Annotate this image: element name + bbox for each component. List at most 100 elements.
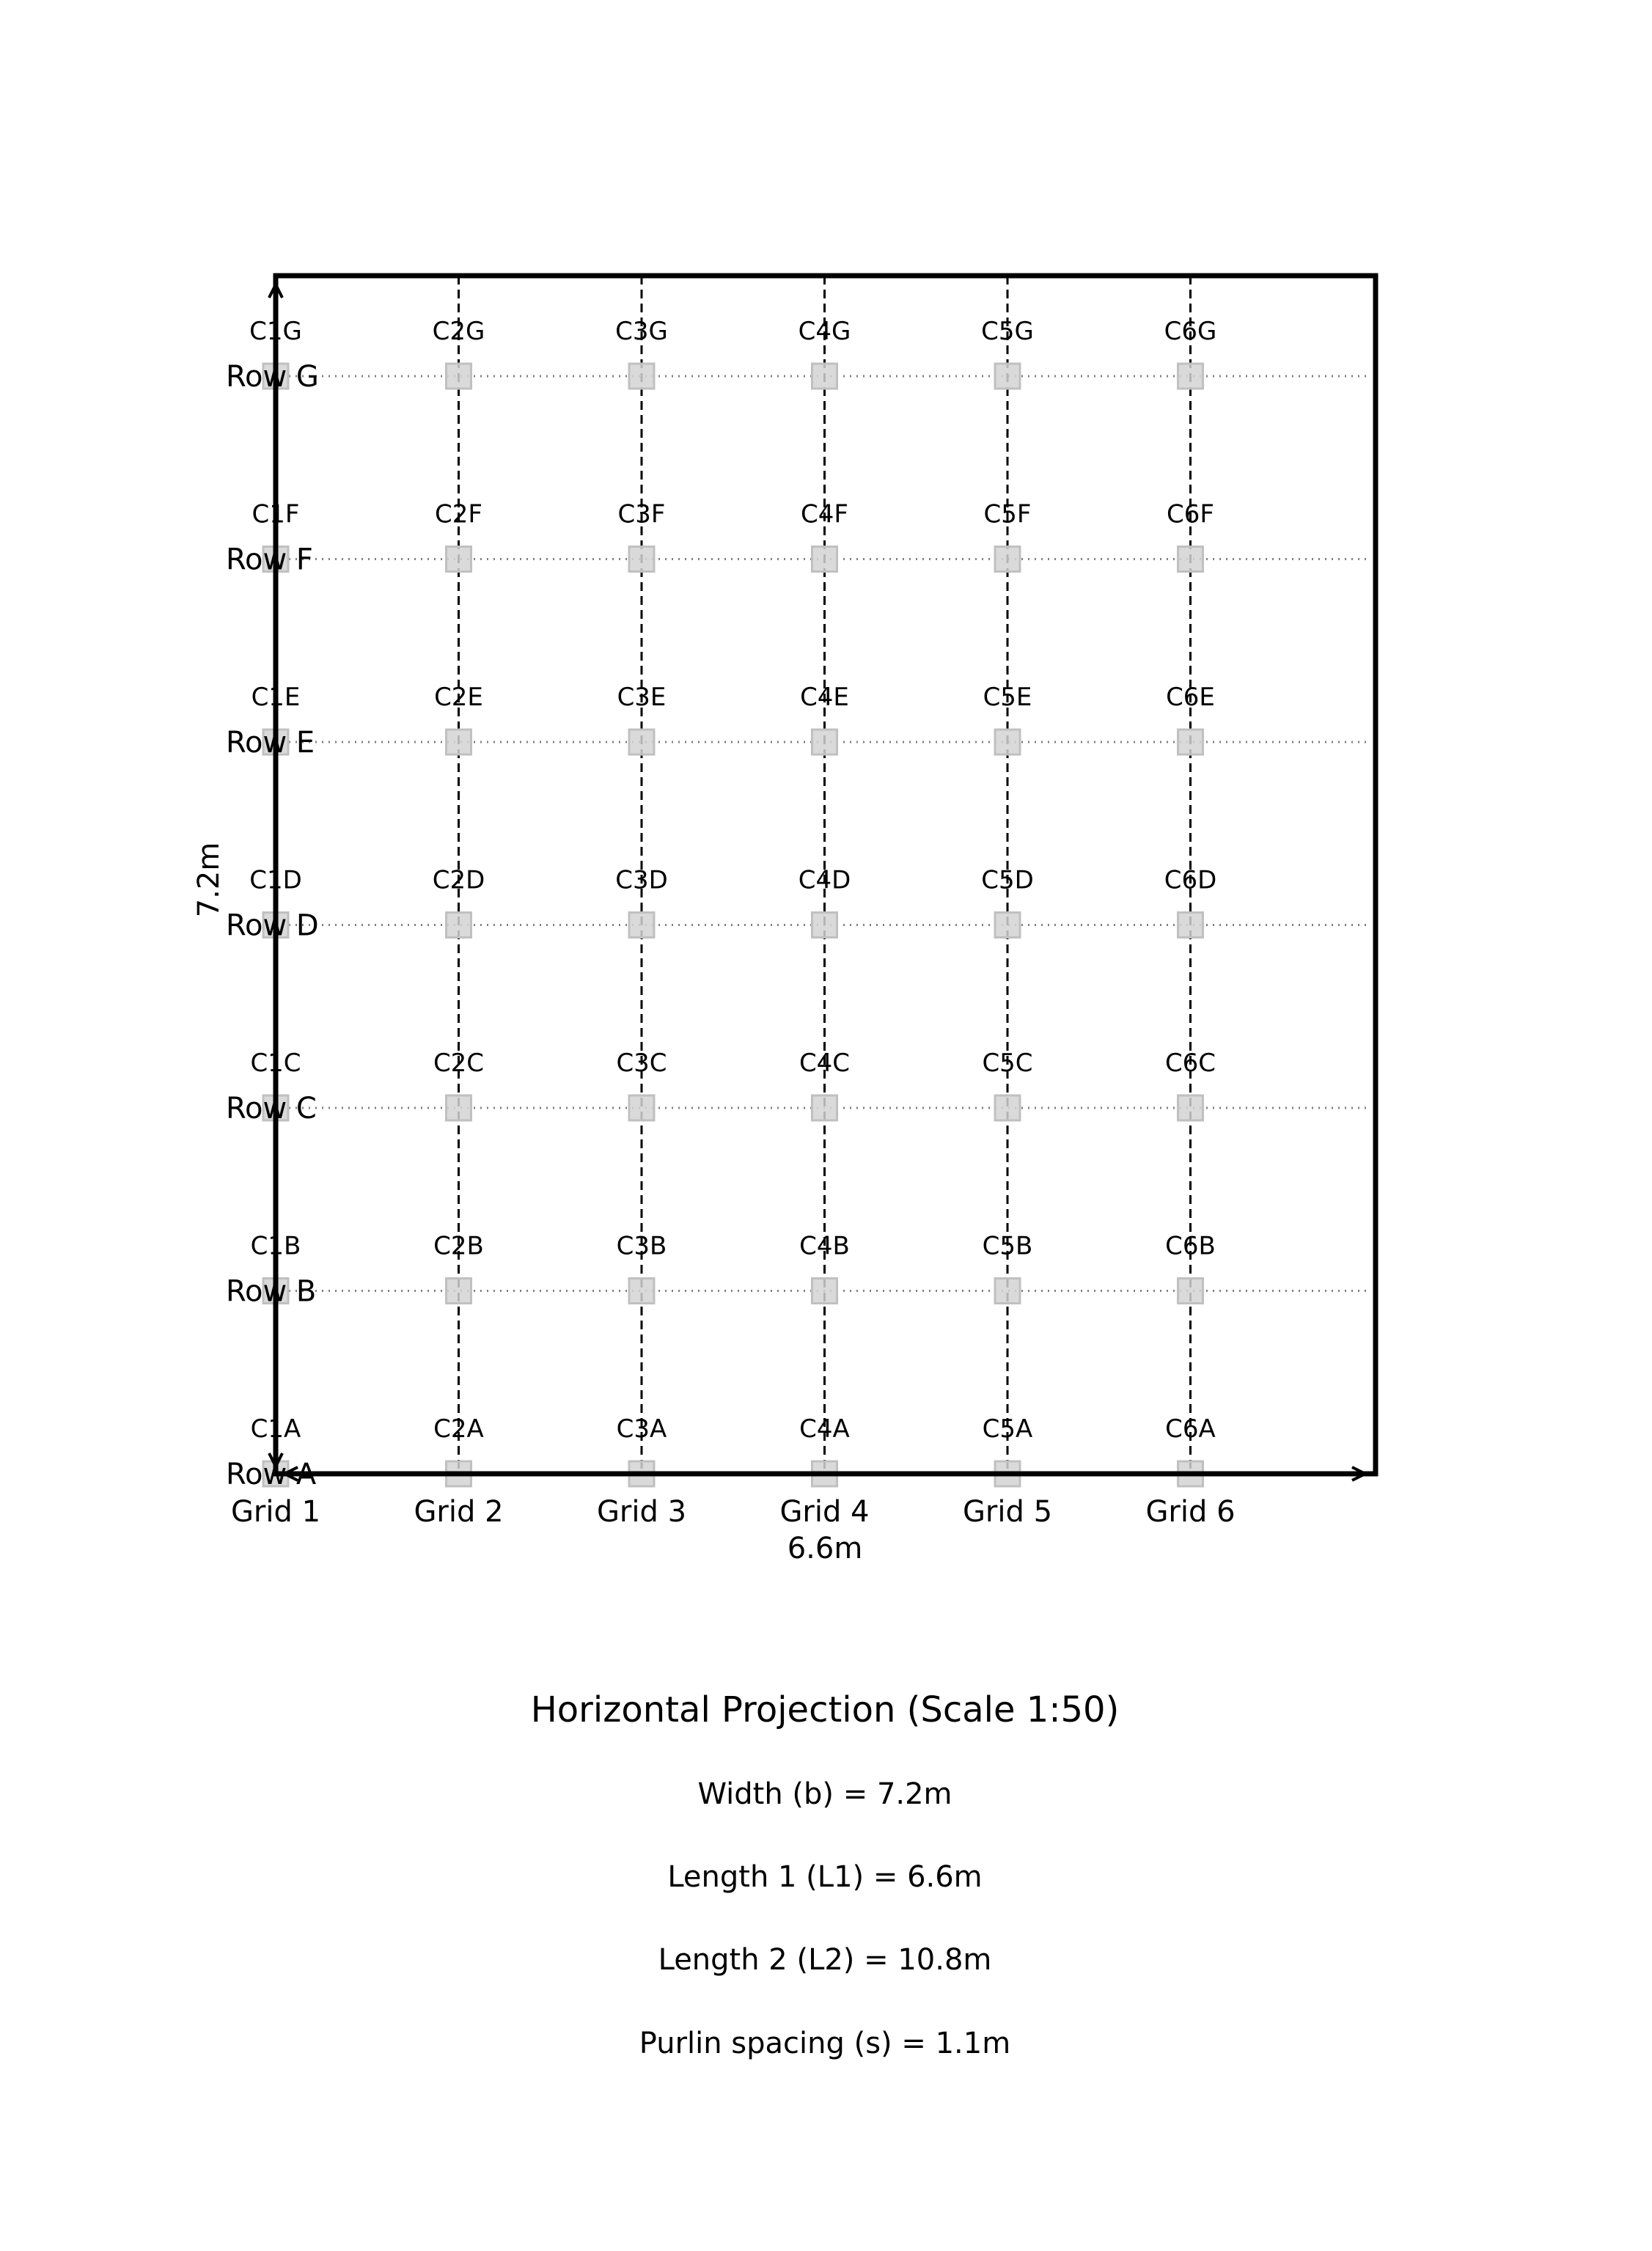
column-label-c1d: C1D <box>249 866 302 895</box>
caption-line-length-2: Length 2 (L2) = 10.8m <box>658 1943 992 1977</box>
grid-label-1: Grid 1 <box>231 1495 320 1529</box>
column-c5c <box>994 1094 1021 1122</box>
column-label-c6b: C6B <box>1165 1232 1216 1261</box>
column-c5g <box>994 362 1021 390</box>
row-label-e: Row E <box>226 726 315 760</box>
column-label-c6g: C6G <box>1164 317 1217 346</box>
column-label-c4c: C4C <box>799 1049 850 1078</box>
column-label-c4e: C4E <box>800 683 849 712</box>
column-c6f <box>1177 546 1204 573</box>
column-c2g <box>445 362 472 390</box>
column-label-c2d: C2D <box>433 866 485 895</box>
labels-layer: C1A C2A C3A C4A C5A C6A C1B C2B C3B C4B C5B C6B C1C C… <box>226 317 1236 1529</box>
grid-label-4: Grid 4 <box>779 1495 869 1529</box>
column-label-c3c: C3C <box>616 1049 667 1078</box>
column-label-c1g: C1G <box>249 317 302 346</box>
column-c2e <box>445 728 472 756</box>
column-label-c2g: C2G <box>433 317 485 346</box>
column-c3f <box>628 546 656 573</box>
column-label-c4d: C4D <box>799 866 851 895</box>
column-c3d <box>628 911 656 939</box>
horizontal-dimension-label: 6.6m <box>788 1532 863 1565</box>
column-label-c4g: C4G <box>799 317 851 346</box>
row-label-g: Row G <box>226 360 319 394</box>
column-c4e <box>811 728 838 756</box>
column-label-c2f: C2F <box>435 500 482 529</box>
column-label-c6c: C6C <box>1165 1049 1216 1078</box>
vertical-dimension-label: 7.2m <box>192 842 226 918</box>
column-label-c5e: C5E <box>983 683 1032 712</box>
column-label-c1c: C1C <box>250 1049 301 1078</box>
caption-line-length-1: Length 1 (L1) = 6.6m <box>667 1860 982 1894</box>
column-label-c3d: C3D <box>615 866 668 895</box>
column-c5d <box>994 911 1021 939</box>
column-label-c6a: C6A <box>1165 1414 1216 1444</box>
drawing-title: Horizontal Projection (Scale 1:50) <box>531 1689 1120 1730</box>
row-label-a: Row A <box>226 1458 317 1491</box>
horizontal-dimension-arrow-right <box>1351 1466 1369 1482</box>
column-c2b <box>445 1277 472 1304</box>
column-label-c3a: C3A <box>617 1414 667 1444</box>
column-label-c5f: C5F <box>984 500 1032 529</box>
column-label-c3b: C3B <box>617 1232 667 1261</box>
column-label-c1b: C1B <box>251 1232 301 1261</box>
column-c5e <box>994 728 1021 756</box>
column-c2c <box>445 1094 472 1122</box>
column-c4b <box>811 1277 838 1304</box>
column-c3e <box>628 728 656 756</box>
column-label-c1f: C1F <box>252 500 300 529</box>
column-c4f <box>811 546 838 573</box>
column-c4g <box>811 362 838 390</box>
column-c4d <box>811 911 838 939</box>
row-label-c: Row C <box>226 1092 317 1126</box>
row-label-d: Row D <box>226 909 319 943</box>
column-c2d <box>445 911 472 939</box>
column-label-c2c: C2C <box>433 1049 484 1078</box>
column-label-c2a: C2A <box>433 1414 484 1444</box>
column-label-c2b: C2B <box>433 1232 484 1261</box>
column-c5b <box>994 1277 1021 1304</box>
vertical-dimension-arrow-top <box>268 281 284 298</box>
column-label-c5c: C5C <box>982 1049 1032 1078</box>
column-label-c1a: C1A <box>251 1414 301 1444</box>
column-label-c6e: C6E <box>1166 683 1215 712</box>
grid-lines-layer <box>458 276 1192 1474</box>
column-label-c5d: C5D <box>981 866 1034 895</box>
column-c3c <box>628 1094 656 1122</box>
frame-layer <box>268 273 1378 1482</box>
column-c3b <box>628 1277 656 1304</box>
column-label-c1e: C1E <box>252 683 301 712</box>
grid-label-5: Grid 5 <box>963 1495 1052 1529</box>
horizontal-dimension-arrow-left <box>281 1466 298 1482</box>
vertical-dimension-arrow-bottom <box>268 1453 284 1470</box>
caption-line-width: Width (b) = 7.2m <box>697 1777 952 1811</box>
column-label-c5b: C5B <box>983 1232 1033 1261</box>
column-c5f <box>994 546 1021 573</box>
caption-line-purlin-spacing: Purlin spacing (s) = 1.1m <box>639 2027 1010 2060</box>
column-c6d <box>1177 911 1204 939</box>
column-c3g <box>628 362 656 390</box>
column-label-c5g: C5G <box>981 317 1034 346</box>
grid-label-2: Grid 2 <box>414 1495 503 1529</box>
grid-label-6: Grid 6 <box>1145 1495 1235 1529</box>
column-c2f <box>445 546 472 573</box>
column-label-c5a: C5A <box>983 1414 1033 1444</box>
row-label-f: Row F <box>226 543 313 577</box>
column-c6g <box>1177 362 1204 390</box>
column-c4c <box>811 1094 838 1122</box>
column-label-c6f: C6F <box>1167 500 1214 529</box>
column-c6e <box>1177 728 1204 756</box>
column-label-c4b: C4B <box>799 1232 850 1261</box>
column-label-c3f: C3F <box>618 500 666 529</box>
column-label-c4f: C4F <box>801 500 848 529</box>
column-label-c2e: C2E <box>434 683 483 712</box>
column-label-c4a: C4A <box>799 1414 850 1444</box>
grid-label-3: Grid 3 <box>597 1495 686 1529</box>
column-c6c <box>1177 1094 1204 1122</box>
column-label-c6d: C6D <box>1164 866 1217 895</box>
row-label-b: Row B <box>226 1275 316 1309</box>
column-c6b <box>1177 1277 1204 1304</box>
column-label-c3g: C3G <box>615 317 668 346</box>
column-label-c3e: C3E <box>617 683 667 712</box>
